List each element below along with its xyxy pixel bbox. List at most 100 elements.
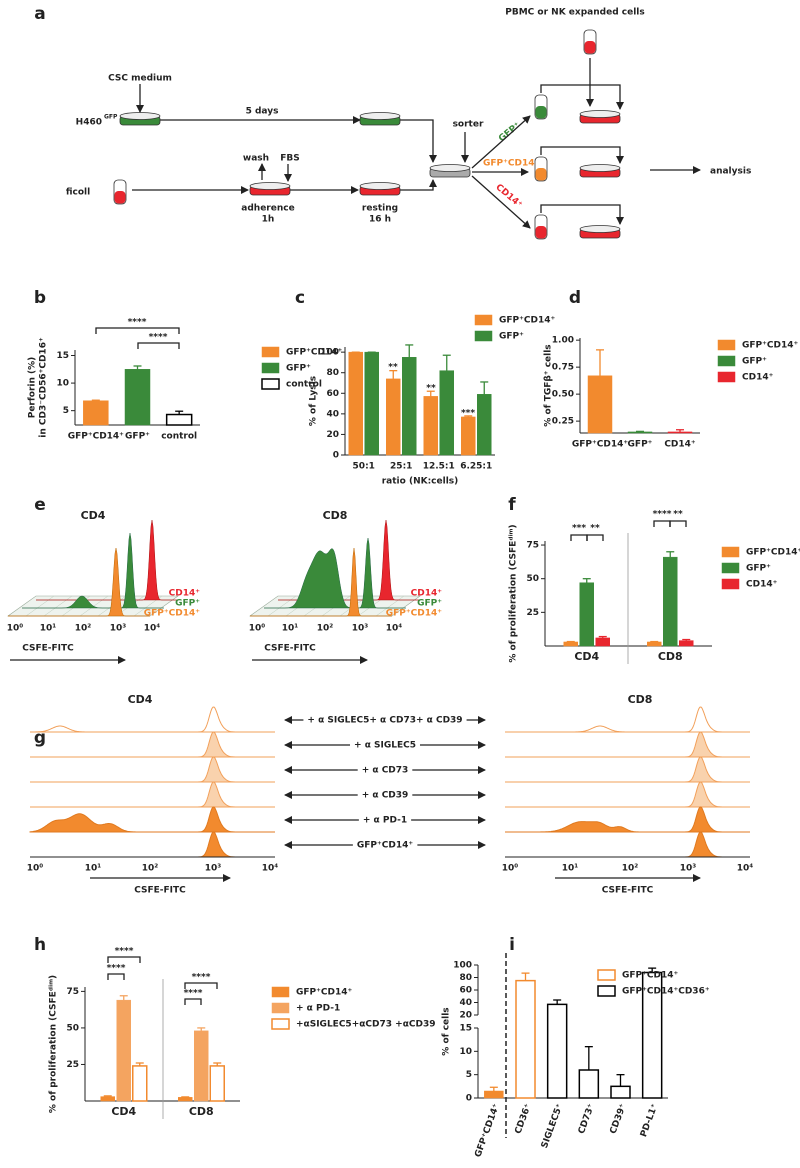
- bar: [667, 431, 693, 434]
- x-axis-label: CSFE-FITC: [22, 644, 74, 654]
- x-tick-label: CD39⁺: [609, 1102, 629, 1135]
- x-tick-label: GFP⁺: [125, 432, 150, 442]
- y-tick-label: 0.50: [552, 390, 574, 400]
- tube-fill: [535, 168, 547, 181]
- y-tick-label: 75: [526, 541, 539, 551]
- bar: [461, 416, 476, 456]
- legend-swatch: [271, 986, 290, 998]
- connector: [540, 84, 624, 110]
- y-tick-label: 10: [56, 379, 69, 389]
- tube-fill: [584, 41, 596, 54]
- bar: [439, 370, 454, 456]
- panel-title: CD8: [628, 693, 653, 706]
- condition-label: + α PD-1: [363, 816, 407, 826]
- y-tick-label: 100: [320, 348, 339, 358]
- legend-label: GFP⁺CD14⁺CD36⁺: [622, 987, 710, 997]
- x-tick-label: CD4: [111, 1105, 136, 1118]
- bar: [579, 582, 594, 647]
- y-tick-label: 0.25: [552, 417, 574, 427]
- histogram: [278, 519, 420, 601]
- bar: [578, 1069, 600, 1099]
- bar: [194, 1030, 209, 1102]
- label: sorter: [453, 120, 484, 130]
- y-tick-label: 40: [326, 409, 339, 419]
- x-tick-label: PD-L1⁺: [639, 1102, 660, 1138]
- histogram: [250, 547, 392, 617]
- y-tick-label: 0: [466, 1094, 472, 1104]
- y-tick-label: 5: [63, 406, 69, 416]
- y-tick-label: 50: [526, 574, 539, 584]
- bar: [679, 640, 694, 647]
- legend-label: control: [286, 380, 322, 390]
- x-tick-label: 10³: [110, 624, 127, 634]
- condition-label: GFP⁺CD14⁺: [357, 841, 413, 851]
- dish-top: [359, 112, 401, 120]
- legend-label: GFP⁺CD14⁺: [286, 348, 342, 358]
- bar: [386, 378, 401, 456]
- histogram: [22, 532, 164, 609]
- label: 1h: [262, 215, 275, 225]
- y-tick-label: 20: [326, 430, 339, 440]
- significance-bracket: [95, 327, 180, 334]
- legend-swatch: [717, 371, 736, 383]
- y-tick-label: 15: [56, 351, 69, 361]
- legend-swatch: [261, 362, 280, 374]
- label: 5 days: [246, 107, 279, 117]
- x-tick-label: 10⁰: [502, 864, 519, 874]
- x-tick-label: CD14⁺: [664, 440, 696, 450]
- histogram: [30, 706, 275, 733]
- legend-label: GFP⁺: [286, 364, 311, 374]
- panel-letter: g: [34, 728, 46, 748]
- legend-label: GFP⁺CD14⁺: [296, 988, 352, 998]
- x-tick-label: 10³: [205, 864, 222, 874]
- bar: [663, 556, 678, 647]
- significance: ***: [461, 409, 475, 419]
- x-tick-label: 10³: [680, 864, 697, 874]
- condition-label: + α SIGLEC5+ α CD73+ α CD39: [307, 716, 462, 726]
- histogram: [30, 731, 275, 758]
- significance-bracket: [586, 534, 604, 541]
- bar: [477, 394, 492, 456]
- legend-swatch: [717, 339, 736, 351]
- legend-swatch: [261, 346, 280, 358]
- legend-label: GFP⁺: [499, 332, 524, 342]
- x-tick-label: 10²: [75, 624, 92, 634]
- legend-label: CD14⁺: [411, 589, 443, 599]
- label: adherence: [241, 204, 294, 214]
- x-tick-label: CD36⁺: [514, 1102, 534, 1135]
- x-tick-label: CD73⁺: [577, 1102, 597, 1135]
- bar: [348, 351, 363, 456]
- y-tick-label: 0.75: [552, 363, 574, 373]
- bar: [178, 1097, 193, 1102]
- significance: ****: [653, 510, 672, 520]
- label-superscript: GFP: [104, 114, 118, 121]
- legend-swatch: [721, 546, 740, 558]
- x-tick-label: 10⁰: [7, 624, 24, 634]
- label-background: [358, 815, 412, 826]
- connector: [540, 146, 624, 164]
- histogram: [505, 806, 750, 833]
- connector: [540, 204, 624, 225]
- x-tick-label: 12.5:1: [423, 462, 455, 472]
- dish-top: [579, 164, 621, 172]
- bar: [83, 400, 109, 426]
- floor-grid: [375, 595, 405, 617]
- legend-label: GFP⁺: [742, 357, 767, 367]
- y-tick-label: 60: [459, 986, 472, 996]
- connector: [471, 115, 531, 169]
- significance: **: [590, 524, 600, 534]
- x-tick-label: 10¹: [40, 624, 57, 634]
- histogram: [30, 831, 275, 858]
- bar: [546, 1003, 568, 1099]
- bar: [100, 1096, 115, 1102]
- y-axis-label: % of cells: [442, 1007, 452, 1055]
- histogram: [8, 547, 150, 617]
- x-axis-label: CSFE-FITC: [264, 644, 316, 654]
- bar: [595, 637, 610, 647]
- bar: [627, 431, 653, 434]
- dish-top: [119, 112, 161, 120]
- x-tick-label: 10²: [317, 624, 334, 634]
- bar: [209, 1065, 225, 1102]
- x-tick-label: 10¹: [85, 864, 102, 874]
- histogram: [36, 519, 178, 601]
